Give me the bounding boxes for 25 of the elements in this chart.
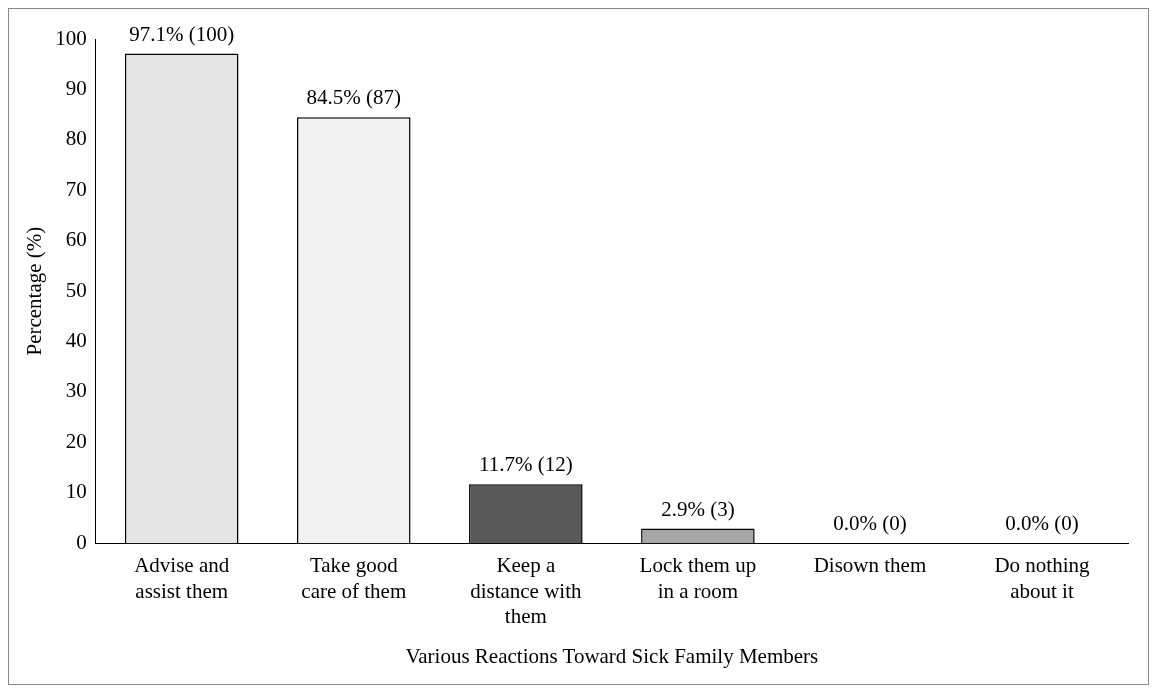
y-tick-label: 50	[65, 277, 87, 302]
data-label: 0.0% (0)	[833, 511, 907, 536]
y-tick-label: 30	[65, 378, 87, 403]
y-tick-label: 10	[65, 479, 87, 504]
y-tick-label: 90	[65, 75, 87, 100]
y-tick-label: 80	[65, 126, 87, 151]
x-tick-label: Take good care of them	[301, 553, 407, 603]
x-tick-label: Do nothing about it	[994, 553, 1091, 603]
data-label: 11.7% (12)	[478, 452, 573, 477]
y-tick-label: 20	[65, 428, 87, 453]
y-tick-label: 40	[65, 328, 87, 353]
x-tick-label: Keep a distance with them	[470, 553, 583, 628]
x-tick-label: Advise and assist them	[134, 553, 230, 603]
x-tick-label: Disown them	[813, 553, 927, 578]
x-axis-title: Various Reactions Toward Sick Family Members	[405, 643, 819, 668]
y-tick-label: 100	[55, 25, 87, 50]
data-label: 97.1% (100)	[129, 21, 235, 46]
data-label: 2.9% (3)	[661, 496, 735, 521]
x-tick-label: Lock them up in a room	[639, 553, 757, 603]
data-label: 84.5% (87)	[306, 85, 402, 110]
data-label: 0.0% (0)	[1005, 511, 1079, 536]
y-tick-label: 60	[65, 227, 87, 252]
y-axis-title: Percentage (%)	[22, 226, 47, 356]
y-tick-label: 70	[65, 176, 87, 201]
y-tick-label: 0	[76, 529, 87, 554]
